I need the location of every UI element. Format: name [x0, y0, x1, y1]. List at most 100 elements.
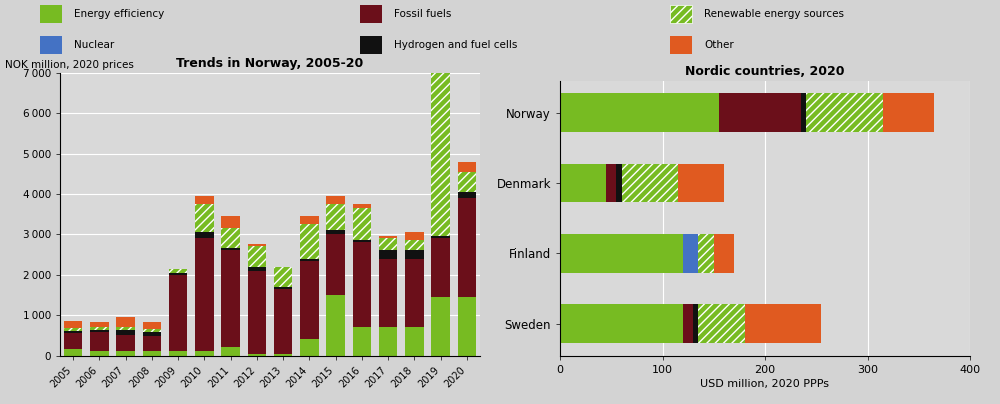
Text: Energy efficiency: Energy efficiency [74, 8, 164, 19]
Bar [693, 304, 698, 343]
Bar [64, 333, 82, 349]
Bar [883, 93, 934, 132]
Bar [683, 304, 693, 343]
Bar [274, 287, 292, 289]
Bar [560, 234, 683, 273]
Bar [143, 336, 161, 351]
Bar [560, 164, 606, 202]
Bar [300, 261, 319, 339]
Bar [458, 297, 476, 356]
Bar [801, 93, 806, 132]
Bar [116, 351, 135, 356]
Bar [274, 267, 292, 287]
Bar [90, 351, 109, 356]
Bar [300, 224, 319, 259]
Bar [221, 248, 240, 250]
Bar [326, 204, 345, 230]
Bar [744, 304, 821, 343]
Bar [221, 228, 240, 248]
Text: Renewable energy sources: Renewable energy sources [704, 8, 844, 19]
FancyBboxPatch shape [40, 4, 62, 23]
Bar [405, 250, 424, 259]
Bar [221, 250, 240, 347]
Bar [379, 259, 397, 327]
Bar [169, 275, 187, 351]
Text: NOK million, 2020 prices: NOK million, 2020 prices [5, 60, 134, 70]
Bar [431, 28, 450, 236]
Bar [379, 250, 397, 259]
Title: Trends in Norway, 2005-20: Trends in Norway, 2005-20 [176, 57, 364, 70]
Bar [300, 339, 319, 356]
FancyBboxPatch shape [360, 36, 382, 54]
Bar [379, 238, 397, 250]
Bar [169, 269, 187, 273]
Bar [458, 162, 476, 172]
Bar [90, 332, 109, 351]
Bar [248, 267, 266, 271]
Bar [353, 208, 371, 240]
Bar [683, 234, 698, 273]
Bar [431, 14, 450, 28]
Text: Nuclear: Nuclear [74, 40, 114, 50]
Bar [116, 327, 135, 330]
X-axis label: USD million, 2020 PPPs: USD million, 2020 PPPs [700, 379, 830, 389]
Text: Hydrogen and fuel cells: Hydrogen and fuel cells [394, 40, 517, 50]
Bar [405, 232, 424, 240]
Bar [116, 317, 135, 327]
Bar [405, 327, 424, 356]
FancyBboxPatch shape [40, 36, 62, 54]
Bar [195, 204, 214, 232]
FancyBboxPatch shape [670, 36, 692, 54]
Bar [221, 216, 240, 228]
Bar [143, 322, 161, 329]
Text: Other: Other [704, 40, 734, 50]
Bar [248, 244, 266, 246]
Bar [90, 330, 109, 332]
Bar [379, 236, 397, 238]
FancyBboxPatch shape [360, 4, 382, 23]
Bar [195, 232, 214, 238]
Bar [353, 204, 371, 208]
Bar [698, 234, 714, 273]
Bar [221, 347, 240, 356]
Bar [143, 351, 161, 356]
Bar [458, 192, 476, 198]
Bar [195, 238, 214, 351]
Bar [622, 164, 678, 202]
Bar [143, 332, 161, 336]
Bar [64, 328, 82, 331]
Bar [431, 238, 450, 297]
Bar [353, 240, 371, 242]
Bar [274, 289, 292, 354]
Bar [719, 93, 801, 132]
Bar [64, 331, 82, 333]
Bar [678, 164, 724, 202]
Bar [248, 271, 266, 354]
Bar [195, 196, 214, 204]
Bar [300, 259, 319, 261]
Bar [405, 259, 424, 327]
Bar [560, 93, 719, 132]
Bar [64, 321, 82, 328]
Bar [143, 329, 161, 332]
Bar [326, 295, 345, 356]
Bar [169, 351, 187, 356]
Bar [90, 322, 109, 327]
Bar [698, 304, 744, 343]
Bar [431, 236, 450, 238]
Bar [560, 304, 683, 343]
Bar [806, 93, 883, 132]
Bar [353, 242, 371, 327]
Bar [248, 354, 266, 356]
Bar [300, 216, 319, 224]
Bar [458, 172, 476, 192]
Title: Nordic countries, 2020: Nordic countries, 2020 [685, 65, 845, 78]
Bar [405, 240, 424, 250]
Bar [116, 335, 135, 351]
Text: Fossil fuels: Fossil fuels [394, 8, 451, 19]
Bar [326, 234, 345, 295]
Bar [195, 351, 214, 356]
Bar [116, 330, 135, 335]
Bar [606, 164, 616, 202]
Bar [274, 354, 292, 356]
